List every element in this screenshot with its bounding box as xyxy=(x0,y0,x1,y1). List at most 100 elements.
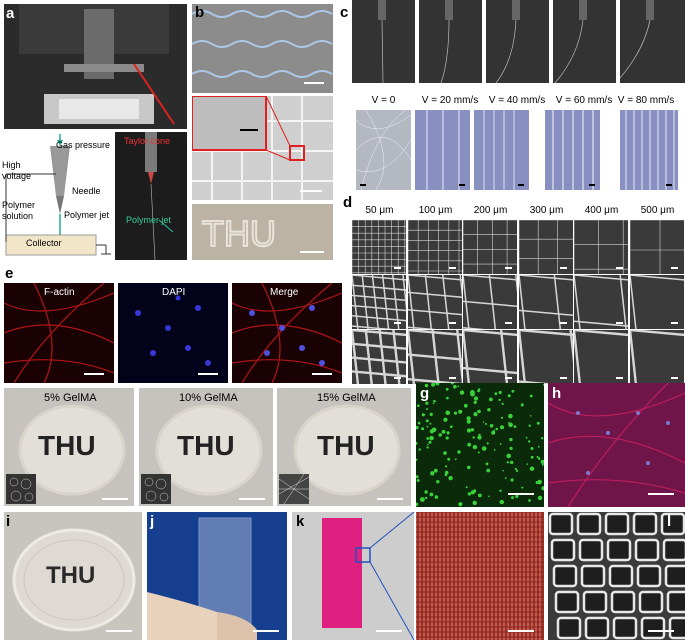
speed-label-40: V = 40 mm/s xyxy=(488,95,546,106)
gelma-label-5: 5% GelMA xyxy=(44,392,97,404)
sem-image xyxy=(629,275,684,329)
scale-bar xyxy=(393,322,401,324)
sem-image xyxy=(574,220,628,274)
panel-label-i: i xyxy=(6,513,11,530)
panel-h-magenta xyxy=(548,383,685,507)
panel-label-d: d xyxy=(343,194,353,211)
panel-e-dapi: DAPI xyxy=(118,283,228,383)
label-needle: Needle xyxy=(72,186,101,196)
thu-text: THU xyxy=(46,562,96,589)
scale-bar xyxy=(239,498,265,500)
stain-label-merge: Merge xyxy=(270,287,299,298)
scale-bar xyxy=(508,493,534,495)
panel-b-thu: THU xyxy=(192,204,333,260)
scale-bar xyxy=(377,498,403,500)
spacing-label-500: 500 μm xyxy=(640,205,675,216)
spacing-label-400: 400 μm xyxy=(584,205,619,216)
label-collector: Collector xyxy=(26,238,62,248)
sem-image xyxy=(574,275,628,329)
gelma-label-10: 10% GelMA xyxy=(179,392,238,404)
scale-bar xyxy=(84,373,104,375)
panel-c-fiber-2 xyxy=(415,110,470,190)
panel-c-jet-3 xyxy=(486,0,549,83)
label-gas-pressure: Gas pressure xyxy=(56,140,111,150)
sem-image xyxy=(574,330,628,384)
speed-label-0: V = 0 xyxy=(371,95,396,106)
scale-bar xyxy=(671,322,678,324)
label-high-voltage: High voltage xyxy=(2,160,32,181)
label-taylor-cone: Taylor cone xyxy=(124,136,171,146)
scale-bar xyxy=(504,267,512,269)
scale-bar xyxy=(671,377,678,379)
scale-bar xyxy=(518,184,524,186)
sem-image xyxy=(407,275,462,329)
scale-bar xyxy=(615,267,623,269)
printer-photo-illustration xyxy=(4,4,187,129)
scale-bar xyxy=(449,267,456,269)
panel-f-gelma-15: 15% GelMA THU xyxy=(277,388,411,506)
scale-bar xyxy=(504,322,512,324)
panel-e-factin: F-actin xyxy=(4,283,114,383)
scale-bar xyxy=(312,373,332,375)
scale-bar xyxy=(560,377,567,379)
speed-label-20: V = 20 mm/s xyxy=(421,95,479,106)
spacing-label-50: 50 μm xyxy=(365,205,394,216)
panel-c-fiber-1 xyxy=(356,110,411,190)
scale-bar xyxy=(304,82,324,84)
panel-label-k: k xyxy=(296,513,305,530)
panel-e-merge: Merge xyxy=(232,283,342,383)
stain-label-dapi: DAPI xyxy=(162,287,186,298)
sem-image xyxy=(518,220,573,274)
sem-image xyxy=(518,330,573,384)
sem-image xyxy=(352,220,406,274)
scale-bar xyxy=(560,267,567,269)
scale-bar xyxy=(393,377,401,379)
sem-image xyxy=(352,275,406,329)
scale-bar xyxy=(615,377,623,379)
scale-bar xyxy=(648,493,674,495)
panel-i-dish: THU xyxy=(4,512,142,640)
scale-bar xyxy=(615,322,623,324)
sem-image xyxy=(352,330,406,384)
scale-bar xyxy=(589,184,595,186)
sem-inset xyxy=(6,474,36,504)
thu-text: THU xyxy=(38,430,96,461)
speed-label-80: V = 80 mm/s xyxy=(617,95,675,106)
panel-label-h: h xyxy=(552,385,562,402)
panel-a-schematic xyxy=(0,132,112,260)
scale-bar xyxy=(459,184,465,186)
panel-label-b: b xyxy=(195,4,205,21)
panel-c-jet-2 xyxy=(419,0,482,83)
sem-image xyxy=(407,330,462,384)
panel-b-wavy xyxy=(192,4,333,93)
panel-c-fiber-3 xyxy=(474,110,529,190)
panel-c-jet-5 xyxy=(620,0,685,83)
sem-inset xyxy=(278,473,310,505)
panel-c-fiber-5 xyxy=(620,110,678,190)
scale-bar xyxy=(360,184,366,186)
panel-l-sem xyxy=(548,512,685,640)
sem-image xyxy=(629,330,684,384)
panel-c-fiber-4 xyxy=(545,110,600,190)
scale-bar xyxy=(300,251,324,253)
scale-bar xyxy=(666,184,672,186)
panel-j-film xyxy=(147,512,287,640)
panel-label-l: l xyxy=(667,513,672,530)
label-polymer-solution: Polymer solution xyxy=(2,200,36,221)
sem-inset xyxy=(141,474,171,504)
panel-k-zoom xyxy=(416,512,544,640)
scale-bar xyxy=(671,267,678,269)
scale-bar xyxy=(253,630,279,632)
thu-text: THU xyxy=(177,430,235,461)
scale-bar xyxy=(102,498,128,500)
scale-bar xyxy=(376,630,402,632)
panel-f-gelma-10: 10% GelMA THU xyxy=(139,388,273,506)
spacing-label-300: 300 μm xyxy=(529,205,564,216)
panel-label-g: g xyxy=(420,385,430,402)
panel-label-c: c xyxy=(340,4,349,21)
scale-bar xyxy=(106,630,132,632)
panel-g-green xyxy=(416,383,544,507)
panel-label-a: a xyxy=(6,5,15,22)
sem-image xyxy=(463,275,517,329)
panel-f-gelma-5: 5% GelMA THU xyxy=(4,388,134,506)
